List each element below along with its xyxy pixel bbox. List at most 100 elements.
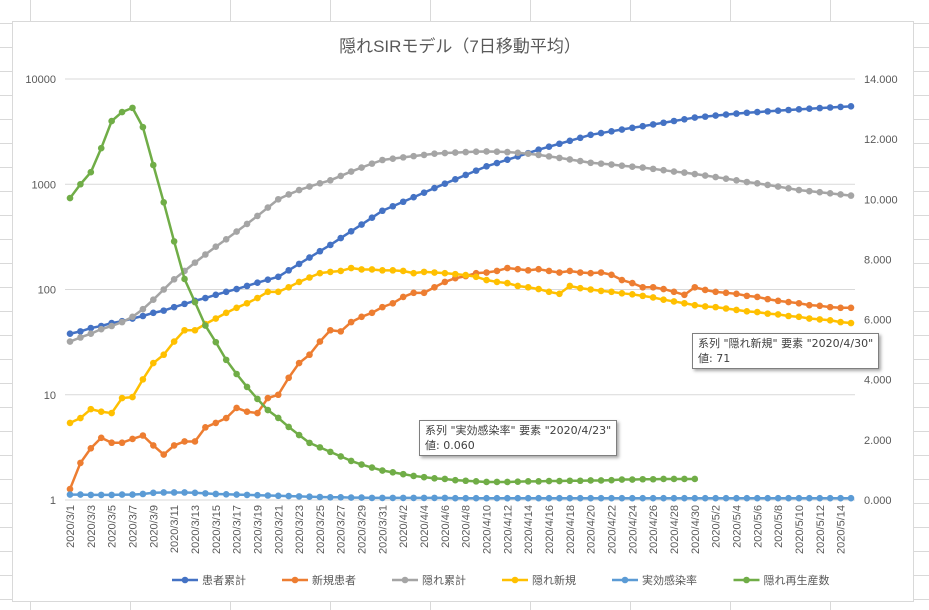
data-point: [545, 143, 553, 151]
x-tick-label: 2020/3/13: [190, 505, 202, 554]
data-point: [254, 409, 261, 417]
data-point: [379, 303, 386, 311]
data-point: [129, 491, 136, 498]
data-point: [816, 302, 824, 310]
data-point: [816, 104, 824, 112]
data-point: [514, 149, 522, 157]
data-point: [556, 140, 563, 148]
data-point: [826, 316, 834, 324]
legend-marker-icon: [401, 576, 409, 584]
data-point: [306, 254, 313, 261]
data-point: [472, 167, 480, 174]
data-point: [691, 301, 699, 309]
data-point: [150, 309, 157, 317]
data-point: [764, 310, 771, 317]
data-point: [150, 359, 157, 367]
data-point: [66, 485, 74, 493]
data-point: [618, 476, 626, 483]
data-point: [639, 122, 647, 130]
data-point: [649, 494, 657, 502]
x-tick-label: 2020/4/20: [586, 505, 598, 554]
data-point: [639, 475, 647, 483]
data-point: [306, 351, 313, 359]
data-point: [420, 151, 428, 159]
data-point: [712, 173, 719, 181]
data-point: [649, 121, 657, 128]
data-point: [233, 228, 240, 235]
data-point: [139, 305, 147, 313]
data-point: [618, 126, 626, 133]
data-point: [660, 285, 667, 293]
x-tick-label: 2020/3/23: [294, 505, 306, 554]
data-point: [826, 303, 834, 311]
data-point: [379, 267, 386, 274]
data-point: [118, 394, 126, 402]
data-point: [108, 439, 115, 447]
y-left-tick-label: 100: [38, 285, 56, 297]
data-point: [806, 315, 813, 322]
x-tick-label: 2020/4/6: [440, 505, 452, 548]
data-point: [472, 478, 480, 485]
x-tick-label: 2020/4/4: [419, 505, 431, 548]
data-point: [66, 491, 74, 498]
data-point: [837, 191, 844, 198]
x-tick-label: 2020/4/10: [482, 505, 494, 554]
data-point: [472, 494, 480, 502]
data-point: [212, 419, 220, 427]
data-point: [524, 494, 532, 502]
data-point: [670, 475, 678, 483]
legend-marker-icon: [181, 576, 189, 584]
x-tick-label: 2020/3/29: [357, 505, 369, 554]
data-point: [639, 494, 647, 502]
data-point: [181, 326, 188, 334]
data-point: [316, 180, 324, 187]
data-point: [608, 161, 615, 168]
data-point: [743, 292, 751, 300]
data-point: [504, 264, 511, 272]
data-point: [629, 124, 636, 132]
data-point: [795, 299, 803, 307]
data-point: [629, 494, 636, 502]
data-point: [295, 359, 303, 367]
data-point: [368, 160, 376, 167]
data-point: [847, 494, 855, 502]
data-point: [420, 494, 428, 502]
data-point: [608, 494, 615, 502]
data-point: [170, 338, 178, 345]
data-point: [483, 276, 490, 284]
data-point: [97, 491, 105, 499]
data-point: [264, 204, 272, 211]
data-point: [212, 291, 220, 299]
data-point: [150, 442, 157, 449]
data-point: [576, 477, 584, 485]
data-point: [504, 494, 511, 502]
x-tick-label: 2020/3/1: [65, 505, 77, 548]
data-point: [691, 283, 699, 291]
data-point: [77, 334, 84, 341]
data-point: [410, 289, 417, 297]
data-point: [785, 185, 792, 192]
data-point: [399, 293, 407, 301]
legend-label: 実効感染率: [642, 573, 697, 587]
data-point: [379, 207, 386, 215]
data-point: [327, 448, 334, 456]
data-point: [545, 267, 553, 275]
chart-title: 隠れSIRモデル（7日移動平均）: [339, 36, 581, 56]
data-point: [420, 268, 428, 276]
data-point: [222, 235, 230, 243]
data-point: [264, 406, 272, 414]
tooltip-series-label: 系列 "実効感染率" 要素 "2020/4/23": [425, 424, 612, 437]
data-point: [212, 243, 220, 251]
data-point: [97, 408, 105, 416]
data-point: [410, 472, 417, 480]
data-point: [118, 439, 126, 447]
data-point: [139, 376, 147, 383]
data-point: [389, 155, 397, 162]
data-point: [785, 106, 792, 114]
data-point: [285, 492, 292, 500]
data-point: [597, 287, 605, 295]
data-point: [535, 285, 542, 293]
data-point: [316, 269, 324, 277]
data-point: [108, 117, 115, 125]
